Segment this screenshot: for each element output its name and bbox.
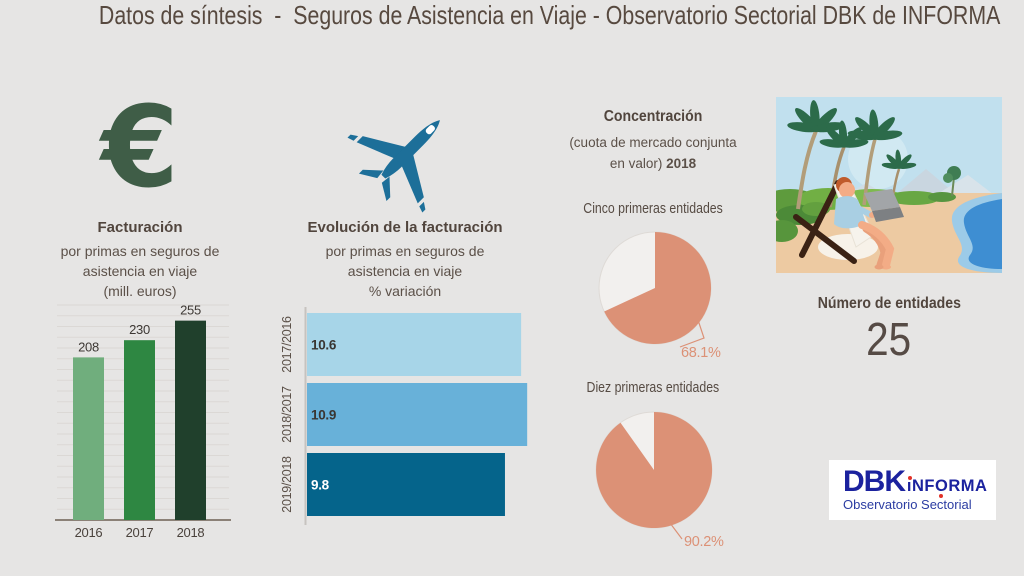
- dbk-informa-logo: DBK ıNFORMA Observatorio Sectorial: [829, 460, 996, 520]
- logo-subtitle: Observatorio Sectorial: [843, 497, 972, 512]
- evolucion-line1: por primas en seguros de: [325, 243, 485, 259]
- evolucion-line2: asistencia en viaje: [347, 263, 463, 279]
- facturacion-heading: Facturación: [97, 219, 183, 236]
- svg-text:2016: 2016: [75, 525, 103, 540]
- pie2-title: Diez primeras entidades: [586, 379, 720, 396]
- svg-text:2018: 2018: [177, 525, 205, 540]
- numero-entidades-value: 25: [866, 313, 912, 365]
- concentracion-heading: Concentración: [603, 108, 703, 125]
- facturacion-bar-chart: 208 2016 230 2017 255 2018: [55, 303, 231, 540]
- logo-informa-text: ıNFORMA: [906, 477, 988, 495]
- airplane-icon: [347, 120, 440, 213]
- facturacion-line2: asistencia en viaje: [82, 263, 198, 279]
- svg-text:68.1%: 68.1%: [681, 345, 721, 361]
- evolucion-heading-block: Evolución de la facturación por primas e…: [295, 218, 515, 301]
- evolucion-heading: Evolución de la facturación: [307, 219, 503, 236]
- concentracion-sub1: (cuota de mercado conjunta: [569, 135, 737, 150]
- svg-text:90.2%: 90.2%: [684, 534, 724, 550]
- concentracion-subtitle: (cuota de mercado conjunta en valor) 201…: [543, 132, 763, 174]
- svg-text:2018/2017: 2018/2017: [281, 386, 294, 443]
- svg-text:208: 208: [78, 339, 99, 354]
- svg-text:10.9: 10.9: [311, 408, 336, 423]
- variacion-bar-chart: 10.6 2017/2016 10.9 2018/2017 9.8 2019/2018: [281, 307, 528, 525]
- page-title: Datos de síntesis - Seguros de Asistenci…: [98, 0, 1001, 30]
- svg-text:10.6: 10.6: [311, 338, 337, 353]
- svg-text:9.8: 9.8: [311, 478, 330, 493]
- pie-diez-entidades: 90.2%: [595, 411, 724, 550]
- svg-text:2017: 2017: [126, 525, 154, 540]
- facturacion-heading-block: Facturación por primas en seguros de asi…: [30, 218, 250, 301]
- concentracion-sub2: en valor) 2018: [609, 156, 697, 171]
- concentracion-year: 2018: [666, 156, 697, 171]
- euro-icon: €: [101, 83, 179, 213]
- evolucion-line3: % variación: [368, 283, 442, 299]
- logo-dbk-text: DBK: [843, 465, 906, 498]
- numero-entidades-label: Número de entidades: [817, 295, 961, 312]
- svg-text:255: 255: [180, 303, 201, 318]
- svg-text:2019/2018: 2019/2018: [281, 456, 294, 513]
- facturacion-line3: (mill. euros): [103, 283, 177, 299]
- svg-text:2017/2016: 2017/2016: [281, 316, 294, 373]
- pie1-title: Cinco primeras entidades: [583, 200, 723, 217]
- svg-text:230: 230: [129, 322, 150, 337]
- pie-cinco-entidades: 68.1%: [598, 231, 721, 361]
- facturacion-line1: por primas en seguros de: [60, 243, 220, 259]
- beach-illustration: [776, 97, 1002, 273]
